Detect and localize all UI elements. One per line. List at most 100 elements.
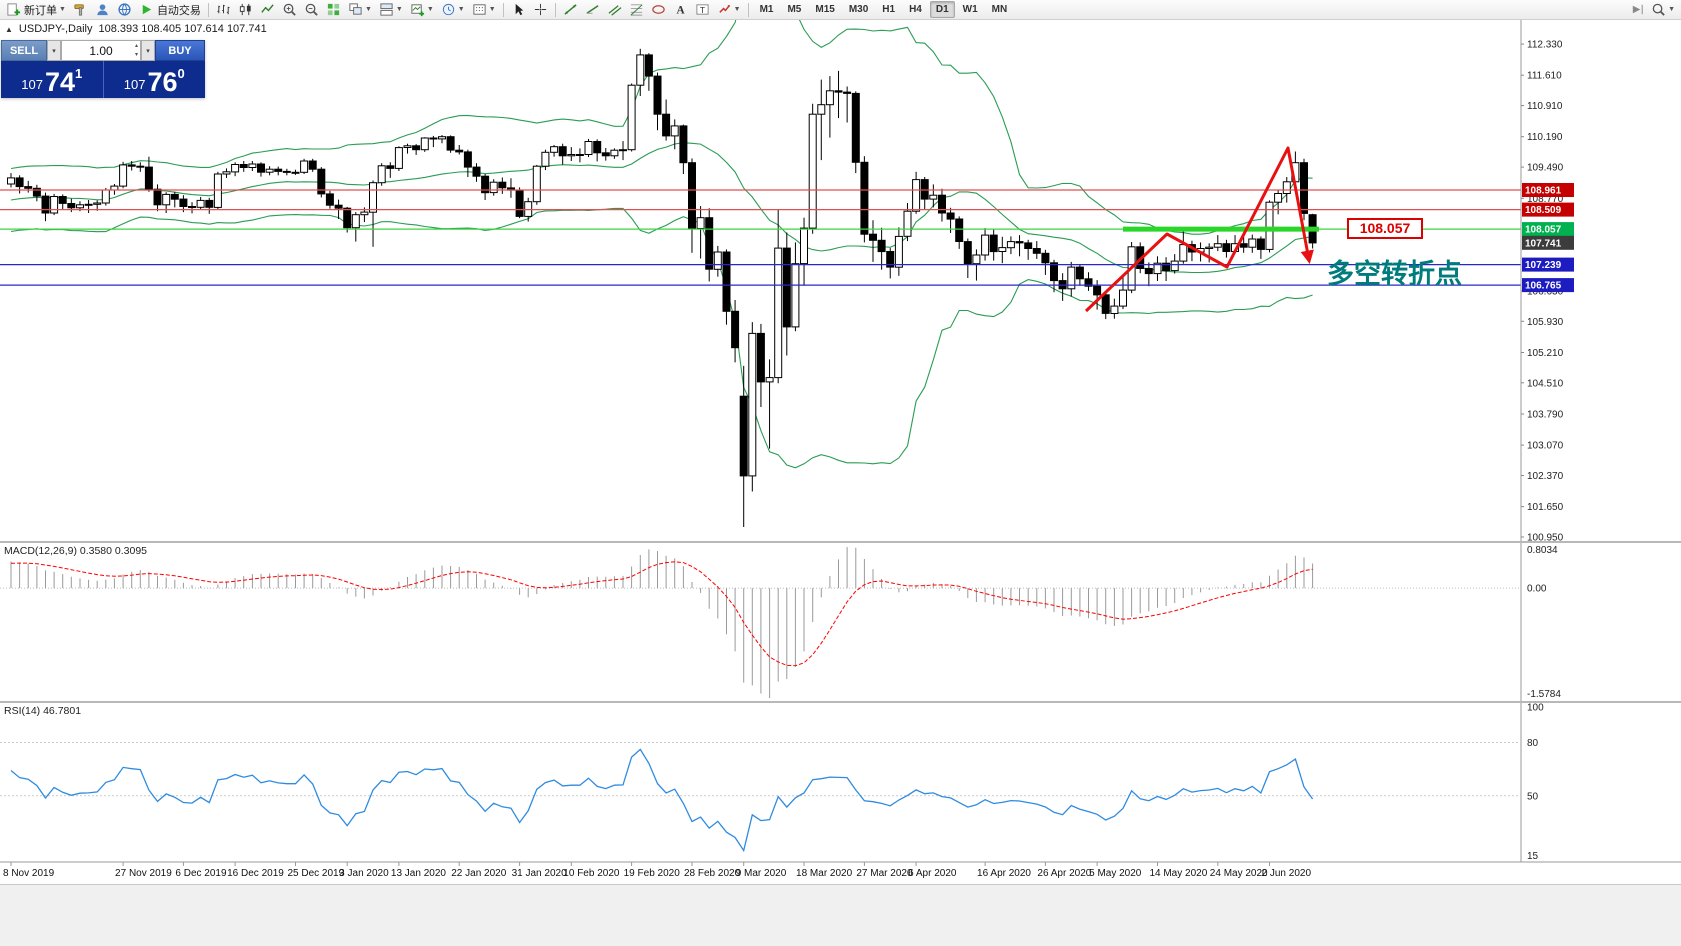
new-chart-icon[interactable]: ▼: [407, 1, 437, 19]
price-tag-108.961: [1522, 183, 1574, 197]
date-axis-label: 2 Jun 2020: [1262, 868, 1312, 879]
price-axis-label: 100.950: [1527, 532, 1564, 543]
volume-stepper[interactable]: ▴ ▾: [134, 43, 138, 58]
profile-icon[interactable]: [92, 1, 113, 19]
timeframe-H1[interactable]: H1: [882, 4, 896, 15]
date-axis-label: 6 Dec 2019: [175, 868, 227, 879]
price-axis-label: 111.610: [1527, 71, 1562, 82]
turning-point-annotation: 多空转折点: [1327, 258, 1462, 289]
trend-zigzag-annotation[interactable]: [1084, 146, 1314, 313]
price-axis-label: 110.910: [1527, 101, 1563, 112]
toolbar-separator: [747, 2, 749, 17]
label-icon[interactable]: T: [692, 1, 713, 19]
timeframe-MN[interactable]: MN: [991, 4, 1008, 15]
price-divider: [102, 61, 104, 98]
toolbar-separator: [207, 2, 209, 17]
rsi-axis-label: 100: [1527, 703, 1544, 714]
bar-chart-icon[interactable]: [213, 1, 234, 19]
date-axis-label: 27 Mar 2020: [856, 868, 913, 879]
panel-splitter[interactable]: [0, 701, 1681, 703]
globe-icon[interactable]: [114, 1, 135, 19]
candle-chart-icon[interactable]: [235, 1, 256, 19]
line-chart-icon[interactable]: [257, 1, 278, 19]
rsi-axis-label: 80: [1527, 738, 1539, 749]
price-axis-label: 108.770: [1527, 194, 1564, 205]
chart-shift-icon[interactable]: [1627, 1, 1648, 19]
price-display: 107 74 1 107 76 0: [1, 61, 205, 98]
buy-button[interactable]: BUY: [155, 40, 205, 61]
timeframe-W1[interactable]: W1: [962, 4, 978, 15]
sell-button[interactable]: SELL: [1, 40, 47, 61]
zoom-out-icon[interactable]: [301, 1, 322, 19]
autotrade-icon[interactable]: 自动交易: [136, 1, 204, 19]
timeframe-M1[interactable]: M1: [759, 4, 774, 15]
clock-icon[interactable]: ▼: [438, 1, 468, 19]
keypad-icon[interactable]: ▼: [469, 1, 499, 19]
date-axis-label: 31 Jan 2020: [512, 868, 567, 879]
svg-text:A: A: [676, 5, 685, 17]
toolbar-right-group: ▼: [1627, 1, 1678, 19]
timeframe-group: M1 M5 M15 M30 H1 H4 D1 W1 MN: [753, 1, 1015, 18]
main-toolbar: 新订单 ▼ 自动交易 ▼ ▼ ▼ ▼ ▼ A T ▼ M1 M5 M15 M30 H1 H4 D1 W1 MN ▼: [0, 0, 1681, 20]
crosshair-icon[interactable]: [530, 1, 551, 19]
chart-ohlc: 108.393 108.405 107.614 107.741: [98, 23, 267, 35]
price-axis-label: 109.490: [1527, 163, 1564, 174]
shapes-icon[interactable]: [648, 1, 669, 19]
date-axis-label: 14 May 2020: [1149, 868, 1207, 879]
svg-text:107.239: 107.239: [1525, 260, 1562, 271]
bollinger-middle-band: [10, 142, 1313, 274]
buy-options-caret[interactable]: ▾: [141, 40, 155, 61]
search-icon[interactable]: ▼: [1648, 1, 1678, 19]
timeframe-H4[interactable]: H4: [909, 4, 922, 15]
volume-input[interactable]: 1.00 ▴ ▾: [61, 40, 141, 61]
bollinger-upper-band: [10, 20, 1313, 235]
rsi-label: RSI(14) 46.7801: [4, 705, 81, 717]
arrange-icon[interactable]: ▼: [376, 1, 406, 19]
svg-text:107.741: 107.741: [1525, 238, 1562, 249]
macd-axis-min: -1.5784: [1527, 689, 1561, 700]
channel-icon[interactable]: [604, 1, 625, 19]
sell-price-big: 74: [44, 67, 75, 97]
panel-splitter[interactable]: [0, 541, 1681, 543]
macd-signal-line: [10, 561, 1313, 667]
svg-text:108.961: 108.961: [1525, 185, 1562, 196]
macd-histogram: [10, 547, 1314, 698]
macd-label: MACD(12,26,9) 0.3580 0.3095: [4, 545, 147, 557]
date-axis-label: 25 Dec 2019: [287, 868, 344, 879]
window-bottom-area: [0, 884, 1681, 946]
svg-text:108.509: 108.509: [1525, 205, 1562, 216]
date-axis-label: 16 Apr 2020: [977, 868, 1031, 879]
date-axis-label: 3 Jan 2020: [339, 868, 389, 879]
timeframe-M30[interactable]: M30: [848, 4, 869, 15]
tile-windows-icon[interactable]: [323, 1, 344, 19]
arrows-icon[interactable]: ▼: [714, 1, 744, 19]
angle-line-icon[interactable]: [582, 1, 603, 19]
date-axis-label: 18 Mar 2020: [796, 868, 853, 879]
hammer-icon[interactable]: [70, 1, 91, 19]
timeframe-M15[interactable]: M15: [815, 4, 835, 15]
buy-price-prefix: 107: [123, 77, 146, 92]
cascade-icon[interactable]: ▼: [345, 1, 375, 19]
rsi-line: [10, 748, 1314, 853]
date-axis-label: 13 Jan 2020: [391, 868, 446, 879]
cursor-icon[interactable]: [508, 1, 529, 19]
timeframe-D1[interactable]: D1: [929, 1, 955, 18]
zoom-in-icon[interactable]: [279, 1, 300, 19]
volume-value: 1.00: [89, 43, 113, 58]
date-axis-label: 16 Dec 2019: [227, 868, 284, 879]
sell-price-button[interactable]: 107 74 1: [1, 61, 103, 98]
one-click-collapse-icon[interactable]: ▲: [5, 24, 13, 34]
trendline-icon[interactable]: [560, 1, 581, 19]
price-callout-box[interactable]: [1347, 218, 1423, 239]
candlesticks: [7, 48, 1317, 527]
toolbar-separator: [502, 2, 504, 17]
timeframe-M5[interactable]: M5: [787, 4, 802, 15]
buy-price-button[interactable]: 107 76 0: [104, 61, 206, 98]
fibonacci-icon[interactable]: [626, 1, 647, 19]
price-tag-106.765: [1522, 278, 1574, 293]
new-order-icon[interactable]: 新订单 ▼: [3, 1, 69, 19]
sell-options-caret[interactable]: ▾: [47, 40, 61, 61]
text-icon[interactable]: A: [670, 1, 691, 19]
price-tag-107.741: [1522, 235, 1574, 250]
